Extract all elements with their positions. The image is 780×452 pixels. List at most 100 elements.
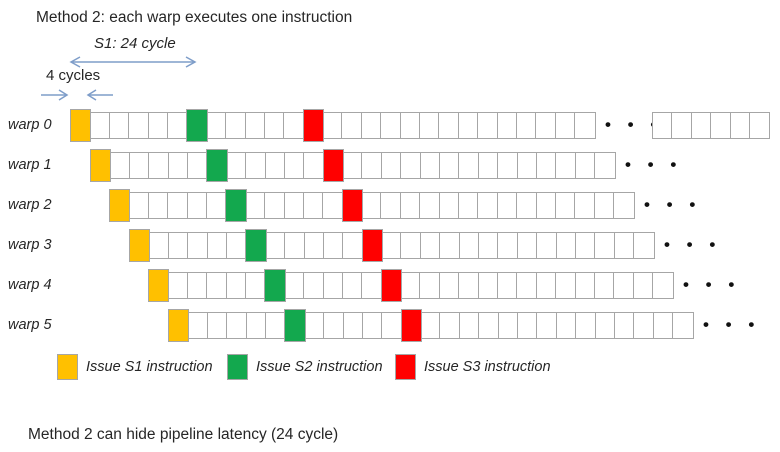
idle-cell: [576, 273, 595, 298]
idle-cell: [305, 233, 324, 258]
idle-cell: [499, 313, 519, 338]
idle-cell: [324, 273, 343, 298]
idle-cell: [421, 233, 441, 258]
issue-cell-green: [265, 270, 285, 301]
issue-cell-green: [226, 190, 246, 221]
idle-cell: [285, 153, 305, 178]
idle-cell: [324, 233, 344, 258]
idle-cell: [517, 273, 537, 298]
idle-cell: [362, 113, 382, 138]
issue-cell-orange: [130, 230, 150, 261]
idle-cell: [479, 153, 499, 178]
idle-cell: [459, 113, 479, 138]
idle-cell: [401, 113, 421, 138]
idle-cell: [323, 193, 343, 218]
idle-cell: [149, 233, 169, 258]
idle-cell: [634, 313, 654, 338]
idle-cell: [401, 153, 421, 178]
idle-cell: [479, 313, 499, 338]
idle-cell: [363, 313, 383, 338]
page-title: Method 2: each warp executes one instruc…: [36, 9, 353, 26]
idle-cell: [634, 273, 654, 298]
idle-cell: [401, 193, 421, 218]
idle-cell: [110, 153, 130, 178]
idle-cell: [750, 113, 769, 138]
idle-cell: [518, 313, 538, 338]
idle-cell: [459, 153, 479, 178]
warp-row-label: warp 1: [8, 157, 52, 173]
issue-cell-orange: [169, 310, 189, 341]
idle-cell: [576, 153, 596, 178]
idle-cell: [227, 273, 246, 298]
idle-cell: [130, 153, 150, 178]
idle-cell: [247, 313, 266, 338]
idle-cell: [440, 193, 460, 218]
idle-cell: [110, 113, 130, 138]
idle-cell: [382, 313, 402, 338]
warp-row: warp 1 • • •: [0, 150, 780, 181]
idle-cell: [381, 193, 401, 218]
idle-cell: [615, 233, 635, 258]
issue-cell-orange: [91, 150, 111, 181]
idle-cell: [536, 113, 556, 138]
idle-cell: [188, 233, 208, 258]
idle-cell: [344, 313, 363, 338]
idle-cell: [169, 153, 188, 178]
cycle-strip: [168, 310, 694, 341]
idle-cell: [265, 113, 285, 138]
idle-cell: [731, 113, 750, 138]
idle-cell: [478, 193, 498, 218]
cycle-strip: [90, 150, 616, 181]
legend-label: Issue S3 instruction: [424, 359, 551, 375]
warp-row-label: warp 3: [8, 237, 52, 253]
idle-cell: [207, 273, 227, 298]
double-arrow-icon: [69, 56, 197, 68]
idle-cell: [420, 113, 440, 138]
warp-row-label: warp 2: [8, 197, 52, 213]
idle-cell: [381, 113, 401, 138]
cycle-strip: [70, 110, 596, 141]
idle-cell: [498, 113, 517, 138]
legend-item: Issue S1 instruction: [57, 354, 213, 380]
issue-cell-red: [323, 150, 344, 181]
idle-cell: [284, 113, 304, 138]
idle-cell: [304, 193, 324, 218]
idle-cell: [304, 273, 324, 298]
idle-cell: [246, 153, 266, 178]
idle-cell: [459, 193, 479, 218]
idle-cell: [227, 153, 247, 178]
idle-cell: [575, 193, 595, 218]
idle-cell: [207, 113, 227, 138]
idle-cell: [227, 313, 247, 338]
idle-cell: [498, 233, 518, 258]
idle-cell: [246, 113, 265, 138]
legend-swatch-green: [227, 354, 248, 380]
ellipsis: • • •: [703, 315, 761, 334]
idle-cell: [711, 113, 731, 138]
footer-note: Method 2 can hide pipeline latency (24 c…: [28, 426, 339, 443]
idle-cell: [692, 113, 712, 138]
idle-cell: [440, 233, 460, 258]
idle-cell: [362, 193, 382, 218]
cycle-strip: [109, 190, 635, 221]
issue-cell-red: [303, 110, 324, 141]
cycle-strip: [129, 230, 655, 261]
idle-cell: [478, 113, 498, 138]
idle-cell: [285, 233, 305, 258]
idle-cell: [537, 273, 557, 298]
issue-cell-red: [342, 190, 363, 221]
idle-cell: [479, 233, 499, 258]
idle-cell: [537, 193, 556, 218]
warp-row-label: warp 4: [8, 277, 52, 293]
idle-cell: [556, 193, 576, 218]
idle-cell: [576, 313, 596, 338]
idle-cell: [537, 313, 557, 338]
warp-row-label: warp 0: [8, 117, 52, 133]
idle-cell: [518, 153, 537, 178]
idle-cell: [401, 273, 421, 298]
idle-cell: [208, 233, 227, 258]
idle-cell: [401, 233, 421, 258]
idle-cell: [265, 193, 285, 218]
idle-cell: [517, 113, 537, 138]
idle-cell: [382, 233, 402, 258]
